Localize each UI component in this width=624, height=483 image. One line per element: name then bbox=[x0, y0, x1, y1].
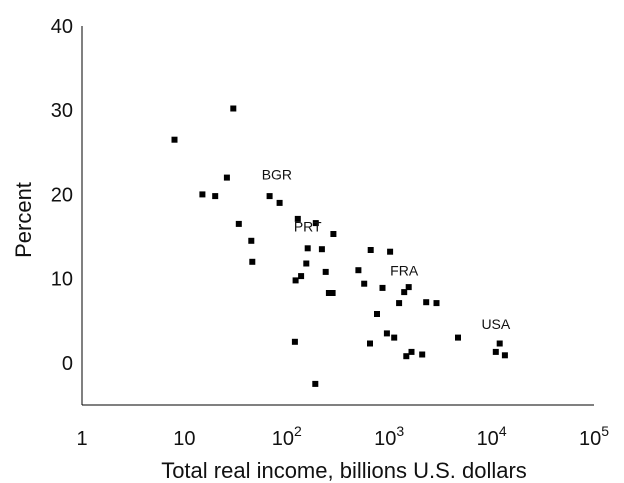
scatter-point bbox=[330, 231, 337, 237]
scatter-point bbox=[496, 340, 503, 347]
scatter-point bbox=[298, 273, 305, 280]
scatter-point bbox=[455, 334, 461, 341]
scatter-point bbox=[230, 105, 237, 112]
scatter-point bbox=[367, 340, 373, 347]
scatter-point bbox=[276, 199, 283, 206]
scatter-point bbox=[325, 290, 332, 296]
y-axis-title: Percent bbox=[11, 182, 36, 258]
scatter-point bbox=[249, 258, 256, 265]
scatter-point bbox=[408, 348, 415, 355]
tick-labels: 0 10 20 30 40 1 10 102 103 104 105 bbox=[51, 16, 609, 450]
x-axis-title: Total real income, billions U.S. dollars bbox=[161, 458, 527, 483]
country-label: BGR bbox=[262, 166, 292, 182]
scatter-point bbox=[492, 348, 499, 355]
x-tick-label: 1 bbox=[76, 428, 87, 450]
country-label: FRA bbox=[390, 262, 419, 278]
x-tick-label: 102 bbox=[272, 423, 302, 450]
scatter-point bbox=[235, 220, 242, 227]
x-tick-label: 10 bbox=[173, 428, 195, 450]
x-tick-label: 105 bbox=[579, 423, 609, 450]
scatter-point bbox=[223, 174, 230, 181]
scatter-point bbox=[322, 268, 329, 275]
scatter-point bbox=[292, 277, 299, 284]
scatter-point bbox=[266, 193, 273, 200]
scatter-point bbox=[355, 267, 362, 274]
scatter-point bbox=[501, 352, 508, 359]
y-tick-label: 40 bbox=[51, 16, 73, 38]
scatter-point bbox=[405, 284, 412, 291]
scatter-point bbox=[304, 245, 311, 252]
scatter-point bbox=[383, 330, 390, 337]
scatter-point bbox=[403, 353, 410, 360]
scatter-point bbox=[294, 215, 301, 222]
country-label: USA bbox=[481, 316, 510, 332]
y-tick-label: 30 bbox=[51, 100, 73, 122]
axes bbox=[81, 26, 594, 406]
scatter-point bbox=[248, 237, 255, 244]
scatter-point bbox=[419, 351, 426, 358]
annotations: BGR PRT FRA USA bbox=[262, 166, 511, 332]
x-tick-label: 104 bbox=[477, 423, 507, 450]
scatter-point bbox=[291, 338, 298, 345]
scatter-point bbox=[379, 284, 386, 291]
scatter-point bbox=[396, 300, 403, 307]
scatter-point bbox=[401, 289, 408, 296]
scatter-point bbox=[212, 193, 219, 200]
scatter-point bbox=[433, 300, 440, 307]
scatter-point bbox=[312, 380, 319, 387]
scatter-point bbox=[303, 260, 310, 267]
scatter-point bbox=[361, 280, 368, 287]
scatter-point bbox=[374, 311, 380, 317]
scatter-point bbox=[312, 220, 319, 227]
y-tick-label: 10 bbox=[51, 269, 73, 291]
scatter-point bbox=[423, 299, 430, 306]
scatter-point bbox=[367, 247, 374, 253]
scatter-point bbox=[318, 246, 325, 253]
country-label: PRT bbox=[294, 219, 322, 235]
scatter-point bbox=[391, 334, 398, 341]
scatter-point bbox=[387, 248, 394, 255]
y-tick-label: 20 bbox=[51, 184, 73, 206]
data-points bbox=[171, 105, 508, 387]
scatter-point bbox=[199, 191, 206, 198]
y-tick-label: 0 bbox=[62, 353, 73, 375]
x-tick-label: 103 bbox=[374, 423, 404, 450]
scatter-point bbox=[171, 136, 178, 143]
scatter-point bbox=[329, 290, 336, 296]
